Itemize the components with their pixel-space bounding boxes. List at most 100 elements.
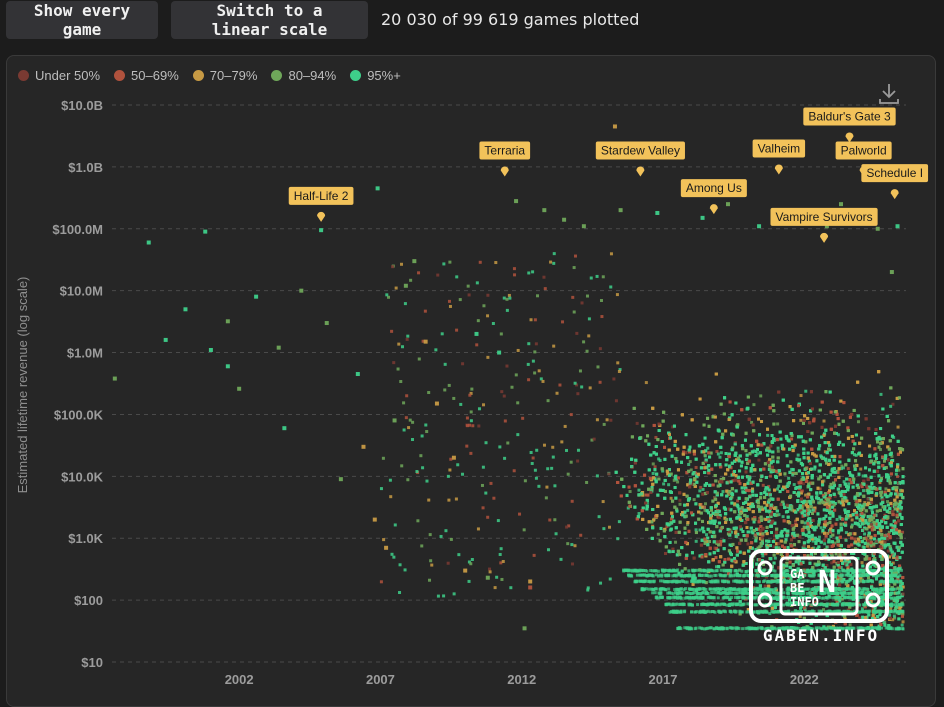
data-point [402, 401, 405, 404]
data-point [443, 388, 446, 391]
data-point [500, 390, 503, 393]
data-point [502, 560, 505, 563]
data-point [553, 484, 556, 487]
data-point [698, 489, 701, 492]
data-point [395, 287, 398, 290]
data-point [670, 497, 673, 500]
data-point [406, 478, 409, 481]
data-point [492, 497, 495, 500]
data-point [580, 385, 583, 388]
data-point [506, 309, 509, 312]
data-point [494, 261, 497, 264]
data-point [399, 563, 402, 566]
data-point [897, 426, 900, 429]
data-point [695, 466, 698, 469]
data-point [560, 558, 563, 561]
data-point [826, 532, 829, 535]
data-point [406, 335, 409, 338]
data-point [547, 548, 550, 551]
data-point [612, 377, 615, 380]
data-point [544, 287, 547, 290]
data-point [782, 515, 785, 518]
data-point [636, 422, 639, 425]
data-point [582, 340, 585, 343]
data-point [736, 499, 739, 502]
data-point [602, 527, 605, 530]
data-point [482, 466, 485, 469]
data-point [571, 500, 574, 503]
data-point [863, 532, 866, 535]
data-point [499, 553, 502, 556]
data-point [416, 519, 419, 522]
data-point [589, 386, 592, 389]
data-point [679, 503, 682, 506]
data-point [879, 393, 882, 396]
data-point [477, 527, 480, 530]
data-point [489, 482, 492, 485]
data-point [468, 293, 471, 296]
data-point [535, 449, 538, 452]
data-point [586, 350, 589, 353]
data-point [457, 553, 460, 556]
data-point [421, 466, 424, 469]
data-point [686, 509, 689, 512]
data-point [799, 419, 802, 422]
data-point [586, 295, 589, 298]
data-point [518, 513, 521, 516]
data-point [720, 451, 723, 454]
data-point [466, 416, 469, 419]
data-point [441, 332, 444, 335]
data-point [638, 512, 641, 515]
data-point [382, 538, 385, 541]
data-point [392, 556, 395, 559]
data-point [615, 399, 618, 402]
data-point [576, 460, 579, 463]
data-point [847, 467, 850, 470]
data-point [577, 449, 580, 452]
data-point [400, 263, 403, 266]
data-point [482, 304, 485, 307]
data-point [695, 540, 698, 543]
data-point [800, 394, 803, 397]
data-point [599, 582, 602, 585]
data-point [477, 319, 480, 322]
data-point [513, 469, 516, 472]
data-point [902, 620, 905, 623]
data-point [607, 472, 610, 475]
data-point [552, 262, 555, 265]
data-point [893, 615, 896, 618]
data-point [470, 388, 473, 391]
data-point [699, 486, 702, 489]
data-point [389, 495, 392, 498]
data-point [531, 270, 534, 273]
data-point [652, 472, 655, 475]
data-point [406, 338, 409, 341]
data-point [523, 528, 526, 531]
data-point [575, 332, 578, 335]
data-point [823, 420, 826, 423]
data-point [527, 363, 530, 366]
data-point [836, 518, 839, 521]
data-point [409, 279, 412, 282]
data-point [845, 539, 848, 542]
data-point [895, 473, 898, 476]
data-point [574, 255, 577, 258]
data-point [478, 407, 481, 410]
data-point [718, 456, 721, 459]
data-point [404, 302, 407, 305]
data-point [447, 562, 450, 565]
data-point [453, 592, 456, 595]
data-point [382, 457, 385, 460]
data-point [455, 275, 458, 278]
data-point [791, 473, 794, 476]
data-point [777, 447, 780, 450]
data-point [862, 489, 865, 492]
data-point [531, 462, 534, 465]
data-point [434, 348, 437, 351]
data-point [657, 533, 660, 536]
data-point [547, 399, 550, 402]
data-point [823, 542, 826, 545]
data-point [470, 419, 473, 422]
data-point [535, 342, 538, 345]
data-point [533, 371, 536, 374]
